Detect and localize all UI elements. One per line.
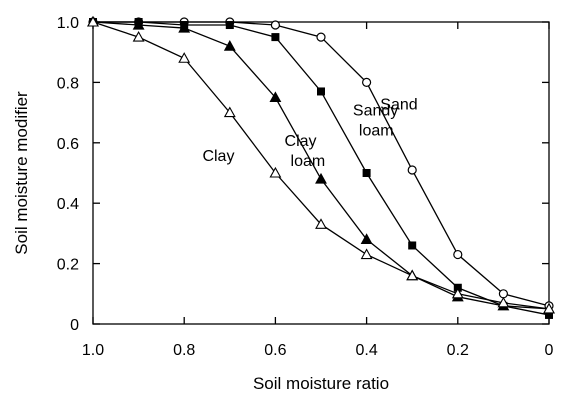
data-point-triangle	[315, 218, 327, 229]
data-point-triangle	[132, 18, 145, 30]
data-point-triangle	[360, 233, 373, 244]
data-point-triangle	[406, 269, 419, 281]
plot-frame	[92, 21, 550, 325]
series-label-line: Clay	[202, 148, 234, 165]
series-label-line: Clay	[285, 133, 317, 150]
x-tick-label: 0.4	[355, 342, 377, 359]
series-label: Clay	[202, 148, 234, 165]
x-tick-label: 0.6	[264, 342, 286, 359]
data-point-circle	[453, 249, 463, 260]
data-point-square	[225, 21, 234, 30]
series-label: Sandy loam	[353, 103, 398, 140]
data-point-triangle	[178, 21, 191, 33]
data-point-triangle	[497, 296, 510, 308]
series-label-line: Sandy	[353, 103, 398, 120]
y-axis-title: Soil moisture modifier	[12, 91, 31, 255]
x-axis-title: Soil moisture ratio	[253, 374, 389, 393]
axis-tick-labels: 1.0 0.8 0.6 0.4 0.2 0 0 0.2 0.4 0.6 0.8 1.0	[57, 15, 554, 359]
x-tick-label: 0.8	[173, 342, 195, 359]
data-point-square	[271, 33, 280, 42]
data-point-triangle	[223, 40, 236, 51]
data-point-square	[408, 241, 417, 250]
y-tick-label: 0.4	[57, 196, 79, 213]
series-markers	[87, 15, 555, 319]
y-tick-label: 1.0	[57, 15, 79, 32]
data-point-triangle	[451, 287, 464, 299]
y-tick-label: 0.6	[57, 136, 79, 153]
data-point-square	[545, 310, 553, 319]
data-point-triangle	[269, 91, 282, 103]
data-point-triangle	[543, 302, 555, 314]
data-point-square	[362, 169, 371, 177]
data-point-circle	[498, 289, 508, 299]
series-label-line: Sand	[380, 97, 417, 114]
data-point-triangle	[178, 52, 191, 63]
y-tick-label: 0	[70, 317, 79, 334]
data-point-triangle	[360, 248, 373, 260]
data-point-circle	[362, 77, 372, 88]
series-label: Clay loam	[285, 133, 326, 170]
x-tick-label: 0.2	[447, 342, 469, 359]
data-point-circle	[270, 20, 280, 30]
data-point-circle	[316, 32, 326, 42]
data-point-triangle	[269, 166, 282, 178]
data-point-circle	[407, 165, 417, 175]
series-label-line: loam	[291, 153, 326, 170]
series-label: Sand	[380, 97, 417, 114]
data-point-triangle	[223, 106, 236, 118]
series-label-line: loam	[359, 123, 394, 140]
data-point-triangle	[315, 172, 327, 184]
y-tick-label: 0.8	[57, 75, 79, 92]
data-point-triangle	[132, 30, 145, 42]
y-tick-label: 0.2	[57, 257, 79, 274]
data-point-square	[317, 87, 325, 96]
x-tick-label: 0	[545, 342, 554, 359]
data-point-triangle	[87, 15, 99, 27]
x-tick-label: 1.0	[82, 342, 104, 359]
